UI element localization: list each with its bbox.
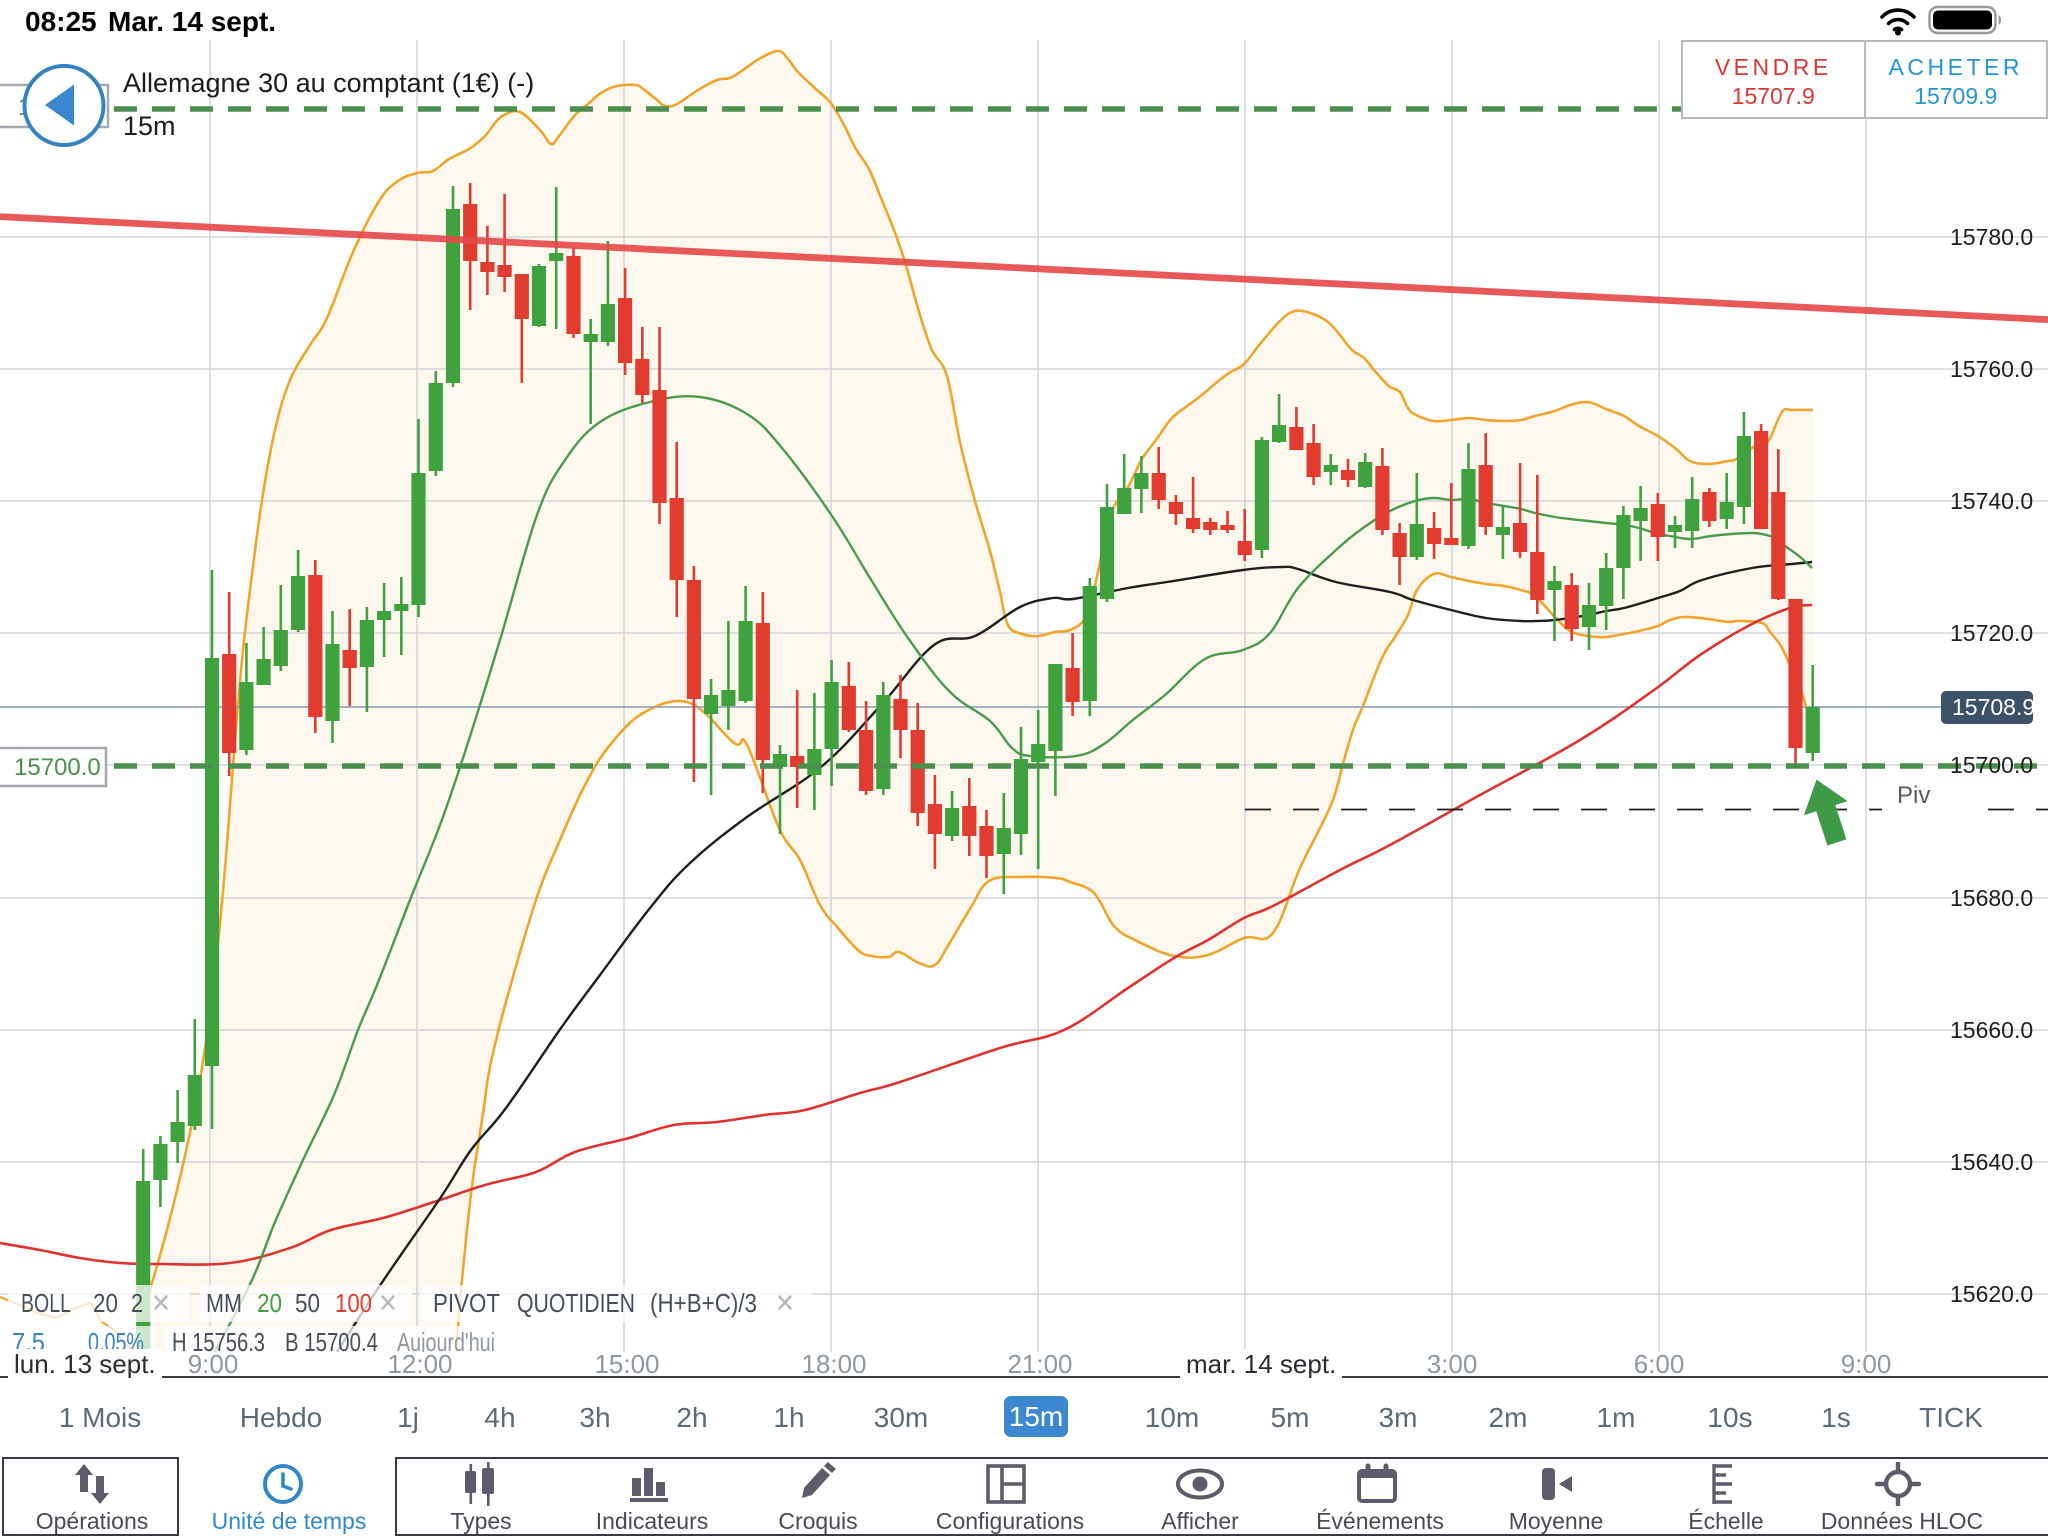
svg-text:100: 100 [335, 1288, 372, 1318]
svg-text:15760.0: 15760.0 [1950, 356, 2033, 382]
svg-text:20: 20 [257, 1288, 282, 1318]
svg-text:15700.0: 15700.0 [1950, 752, 2033, 778]
svg-text:15680.0: 15680.0 [1950, 885, 2033, 911]
svg-text:✕: ✕ [378, 1288, 398, 1318]
svg-text:QUOTIDIEN: QUOTIDIEN [517, 1288, 635, 1318]
svg-text:15740.0: 15740.0 [1950, 488, 2033, 514]
svg-text:50: 50 [295, 1288, 320, 1318]
svg-text:2: 2 [131, 1288, 143, 1318]
svg-text:MM: MM [206, 1288, 242, 1318]
svg-text:15620.0: 15620.0 [1950, 1281, 2033, 1307]
svg-text:PIVOT: PIVOT [433, 1288, 500, 1318]
svg-text:20: 20 [93, 1288, 118, 1318]
svg-text:Piv: Piv [1897, 782, 1930, 809]
svg-text:15700.0: 15700.0 [14, 754, 101, 781]
svg-text:✕: ✕ [151, 1288, 171, 1318]
svg-text:15660.0: 15660.0 [1950, 1017, 2033, 1043]
svg-text:15640.0: 15640.0 [1950, 1149, 2033, 1175]
svg-text:✕: ✕ [775, 1288, 795, 1318]
svg-text:(H+B+C)/3: (H+B+C)/3 [650, 1288, 757, 1318]
svg-text:15708.9: 15708.9 [1952, 694, 2035, 720]
svg-text:15780.0: 15780.0 [1950, 224, 2033, 250]
svg-text:Allemagne 30 au comptant (1€): Allemagne 30 au comptant (1€) (-) [123, 68, 534, 98]
svg-text:BOLL: BOLL [21, 1288, 71, 1318]
svg-text:15720.0: 15720.0 [1950, 620, 2033, 646]
svg-text:15m: 15m [123, 111, 176, 141]
